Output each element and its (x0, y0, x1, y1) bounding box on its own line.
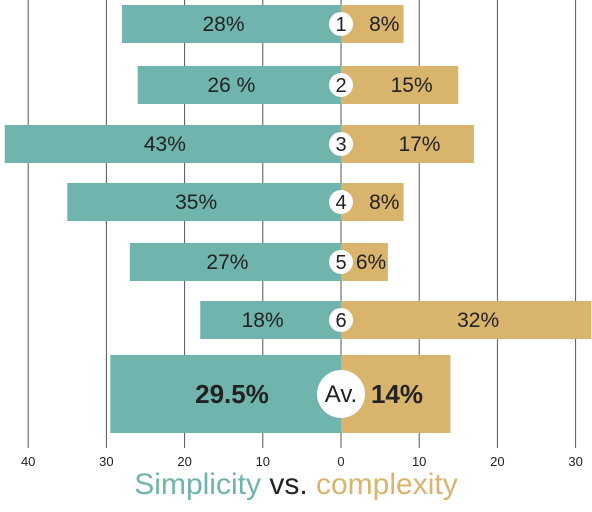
row-marker (329, 73, 353, 97)
row-marker (317, 370, 365, 418)
bar-simplicity (129, 243, 341, 281)
data-label-simplicity: 26 % (207, 74, 255, 97)
row-label: 6 (335, 310, 346, 332)
bar-complexity (341, 301, 592, 339)
data-label-simplicity: 18% (242, 309, 284, 332)
title-vs: vs. (269, 468, 308, 501)
data-label-complexity: 17% (398, 133, 440, 156)
data-label-simplicity: 29.5% (195, 379, 269, 409)
bar-simplicity (200, 301, 341, 339)
row-label: 3 (335, 134, 346, 156)
data-label-simplicity: 35% (175, 191, 217, 214)
data-label-simplicity: 27% (206, 251, 248, 274)
data-label-complexity: 32% (457, 309, 499, 332)
row-marker (329, 308, 353, 332)
data-label-complexity: 8% (369, 13, 399, 36)
row-marker (329, 250, 353, 274)
x-tick-label: 40 (21, 454, 35, 469)
row-marker (329, 132, 353, 156)
bar-simplicity (4, 125, 342, 163)
row-label: 1 (335, 14, 346, 36)
row-label: 5 (335, 252, 346, 274)
x-tick-label: 0 (337, 454, 344, 469)
data-label-complexity: 14% (371, 379, 423, 409)
x-tick-label: 30 (99, 454, 113, 469)
row-marker (329, 12, 353, 36)
row-label: Av. (325, 381, 357, 408)
chart-title: Simplicity vs. complexity (0, 468, 592, 502)
bar-complexity (341, 66, 459, 104)
x-tick-label: 20 (490, 454, 504, 469)
title-simplicity: Simplicity (134, 468, 261, 501)
data-label-simplicity: 43% (144, 133, 186, 156)
title-complexity: complexity (316, 468, 458, 501)
data-label-complexity: 8% (369, 191, 399, 214)
bar-simplicity (110, 355, 341, 433)
bar-complexity (341, 125, 474, 163)
bar-simplicity (122, 5, 341, 43)
bar-simplicity (67, 183, 342, 221)
row-label: 2 (335, 75, 346, 97)
x-tick-label: 30 (568, 454, 582, 469)
data-label-complexity: 15% (391, 74, 433, 97)
x-tick-label: 10 (256, 454, 270, 469)
x-tick-label: 10 (412, 454, 426, 469)
bar-simplicity (137, 66, 341, 104)
data-label-complexity: 6% (356, 251, 386, 274)
row-marker (329, 190, 353, 214)
row-label: 4 (335, 192, 346, 214)
data-label-simplicity: 28% (203, 13, 245, 36)
x-tick-label: 20 (177, 454, 191, 469)
